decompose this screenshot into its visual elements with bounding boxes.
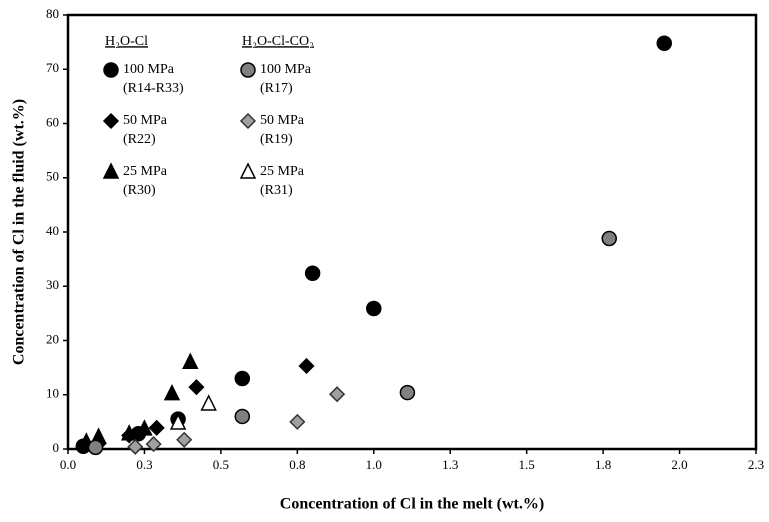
marker-triangle (163, 383, 181, 401)
legend-title: H₂O-Cl (105, 34, 148, 49)
y-tick-label: 30 (46, 277, 59, 292)
legend-label: 50 MPa (123, 113, 168, 128)
x-tick-label: 1.0 (366, 457, 382, 472)
y-tick-label: 50 (46, 169, 59, 184)
legend-label: 100 MPa (260, 62, 312, 77)
y-tick-label: 10 (46, 386, 59, 401)
marker-triangle (102, 162, 120, 179)
legend-title: H₂O-Cl-CO₂ (242, 34, 314, 49)
marker-diamond (239, 112, 257, 130)
marker-circle (87, 439, 104, 456)
marker-circle (304, 265, 321, 281)
marker-diamond (188, 379, 205, 396)
marker-diamond (289, 413, 306, 430)
x-tick-label: 1.8 (595, 457, 611, 472)
legend-runs: (R30) (123, 183, 156, 198)
marker-circle (601, 230, 617, 247)
marker-triangle (120, 424, 138, 441)
y-tick-label: 40 (46, 223, 59, 238)
x-tick-label: 2.3 (748, 457, 764, 472)
legend-label: 100 MPa (123, 62, 175, 77)
marker-circle (366, 300, 382, 317)
marker-circle (656, 35, 673, 51)
x-tick-label: 0.5 (213, 457, 229, 472)
marker-diamond (148, 419, 165, 436)
marker-diamond (145, 436, 162, 453)
marker-triangle (239, 162, 257, 179)
y-tick-label: 80 (46, 6, 59, 21)
marker-triangle (169, 413, 187, 430)
marker-diamond (176, 431, 193, 448)
marker-triangle (136, 419, 153, 436)
marker-circle (234, 370, 251, 387)
marker-circle (240, 62, 256, 78)
legend-runs: (R14-R33) (123, 81, 184, 96)
x-tick-label: 2.0 (671, 457, 687, 472)
x-tick-label: 0.0 (60, 457, 76, 472)
marker-triangle (200, 394, 217, 411)
marker-diamond (102, 112, 120, 130)
x-tick-label: 0.3 (136, 457, 152, 472)
marker-diamond (329, 386, 346, 403)
y-tick-label: 20 (46, 331, 59, 346)
x-axis-title: Concentration of Cl in the melt (wt.%) (280, 496, 544, 513)
y-axis-title: Concentration of Cl in the fluid (wt.%) (11, 99, 28, 365)
marker-diamond (127, 438, 144, 455)
y-tick-label: 60 (46, 114, 59, 129)
x-tick-label: 1.5 (519, 457, 535, 472)
legend-runs: (R19) (260, 132, 293, 147)
marker-diamond (298, 357, 315, 375)
legend-label: 50 MPa (260, 113, 305, 128)
y-tick-label: 70 (46, 60, 59, 75)
legend-runs: (R22) (123, 132, 156, 147)
legend-runs: (R17) (260, 81, 293, 96)
legend-runs: (R31) (260, 183, 293, 198)
marker-triangle (182, 352, 199, 369)
x-tick-label: 1.3 (442, 457, 458, 472)
marker-circle (399, 384, 416, 401)
x-tick-label: 0.8 (289, 457, 305, 472)
legend-label: 25 MPa (260, 164, 305, 179)
legend-label: 25 MPa (123, 164, 168, 179)
y-tick-label: 0 (53, 440, 60, 455)
marker-circle (103, 62, 119, 78)
plot-frame (66, 13, 758, 451)
marker-circle (234, 408, 251, 425)
